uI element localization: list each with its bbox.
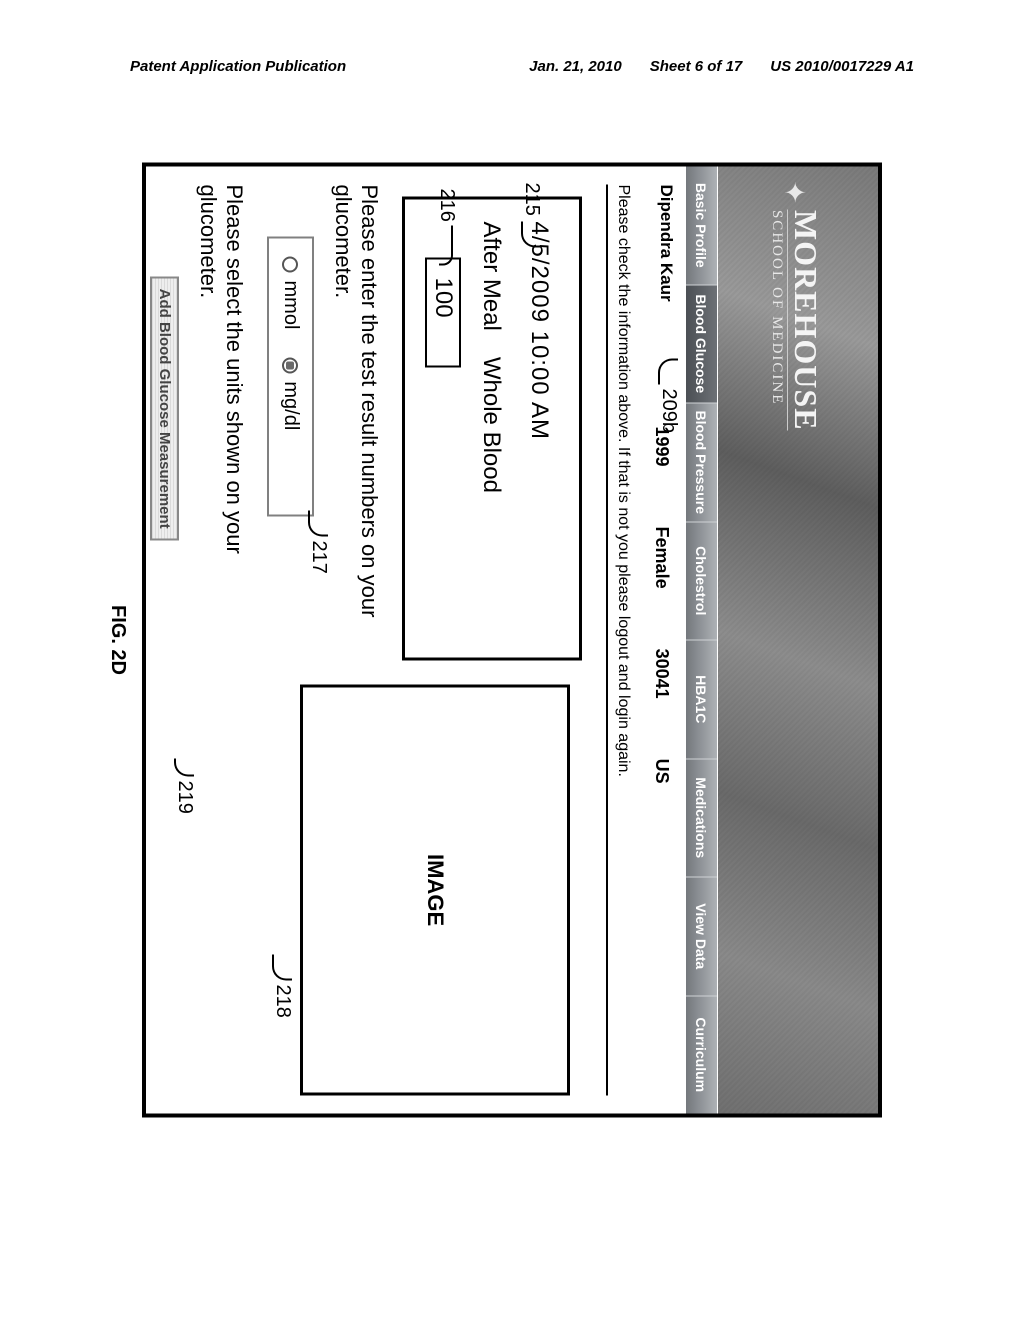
- tab-blood-glucose[interactable]: Blood Glucose: [686, 285, 717, 404]
- tab-hba1c[interactable]: HBA1C: [686, 641, 717, 760]
- tab-bar: Basic Profile Blood Glucose Blood Pressu…: [686, 167, 718, 1114]
- entry-meal: After Meal: [477, 222, 505, 331]
- radio-dot-checked-icon: [283, 357, 299, 373]
- callout-219: 219: [173, 759, 196, 818]
- image-column: IMAGE: [150, 685, 592, 1096]
- header-left: Patent Application Publication: [130, 58, 346, 75]
- image-placeholder: IMAGE: [300, 685, 570, 1096]
- tab-cholesterol[interactable]: Cholestrol: [686, 522, 717, 641]
- radio-mmol-label: mmol: [279, 281, 302, 330]
- header-date: Jan. 21, 2010: [529, 58, 622, 75]
- patent-header: Patent Application Publication Jan. 21, …: [0, 58, 1024, 75]
- figure-frame: ✦ MOREHOUSE SCHOOL OF MEDICINE Basic Pro…: [142, 163, 882, 1118]
- entry-sample: Whole Blood: [477, 357, 505, 493]
- entry-box: 4/5/2009 10:00 AM After Meal Whole Blood…: [402, 197, 582, 661]
- logo-icon: ✦: [779, 181, 812, 204]
- entry-datetime: 4/5/2009 10:00 AM: [525, 222, 553, 636]
- tab-medications[interactable]: Medications: [686, 759, 717, 878]
- figure-caption: FIG. 2D: [106, 605, 129, 675]
- add-measurement-button[interactable]: Add Blood Glucose Measurement: [150, 277, 179, 541]
- user-zip: 30041: [651, 649, 672, 699]
- user-name: Dipendra Kaur: [656, 185, 676, 302]
- logo-block: ✦ MOREHOUSE SCHOOL OF MEDICINE: [768, 181, 822, 431]
- entry-value[interactable]: 100: [425, 258, 461, 368]
- header-pubno: US 2010/0017229 A1: [770, 58, 914, 75]
- org-subtitle: SCHOOL OF MEDICINE: [768, 210, 788, 431]
- callout-216: 216: [435, 185, 458, 266]
- tab-blood-pressure[interactable]: Blood Pressure: [686, 404, 717, 523]
- prompt-numbers: Please enter the test result numbers on …: [330, 185, 382, 661]
- content-area: Dipendra Kaur 1999 Female 30041 US Pleas…: [136, 167, 686, 1114]
- org-title: MOREHOUSE: [790, 210, 822, 431]
- tab-view-data[interactable]: View Data: [686, 878, 717, 997]
- header-sheet: Sheet 6 of 17: [650, 58, 743, 75]
- radio-mgdl-label: mg/dl: [279, 381, 302, 430]
- units-group: mmol mg/dl: [267, 237, 314, 517]
- form-column: 4/5/2009 10:00 AM After Meal Whole Blood…: [150, 185, 592, 661]
- instruction-text: Please check the information above. If t…: [614, 185, 632, 1096]
- callout-215: 215: [520, 179, 543, 248]
- callout-217: 217: [307, 511, 330, 578]
- radio-mgdl[interactable]: mg/dl: [279, 357, 302, 430]
- prompt-units: Please select the units shown on your gl…: [195, 185, 247, 661]
- user-country: US: [651, 759, 672, 784]
- header-banner: ✦ MOREHOUSE SCHOOL OF MEDICINE: [718, 167, 878, 1114]
- tab-curriculum[interactable]: Curriculum: [686, 996, 717, 1114]
- callout-209b: 209b: [657, 359, 680, 438]
- tab-basic-profile[interactable]: Basic Profile: [686, 167, 717, 286]
- user-gender: Female: [651, 527, 672, 589]
- divider: [606, 185, 608, 1096]
- image-placeholder-label: IMAGE: [422, 854, 448, 926]
- callout-218: 218: [271, 955, 294, 1022]
- radio-dot-icon: [283, 257, 299, 273]
- radio-mmol[interactable]: mmol: [279, 257, 302, 330]
